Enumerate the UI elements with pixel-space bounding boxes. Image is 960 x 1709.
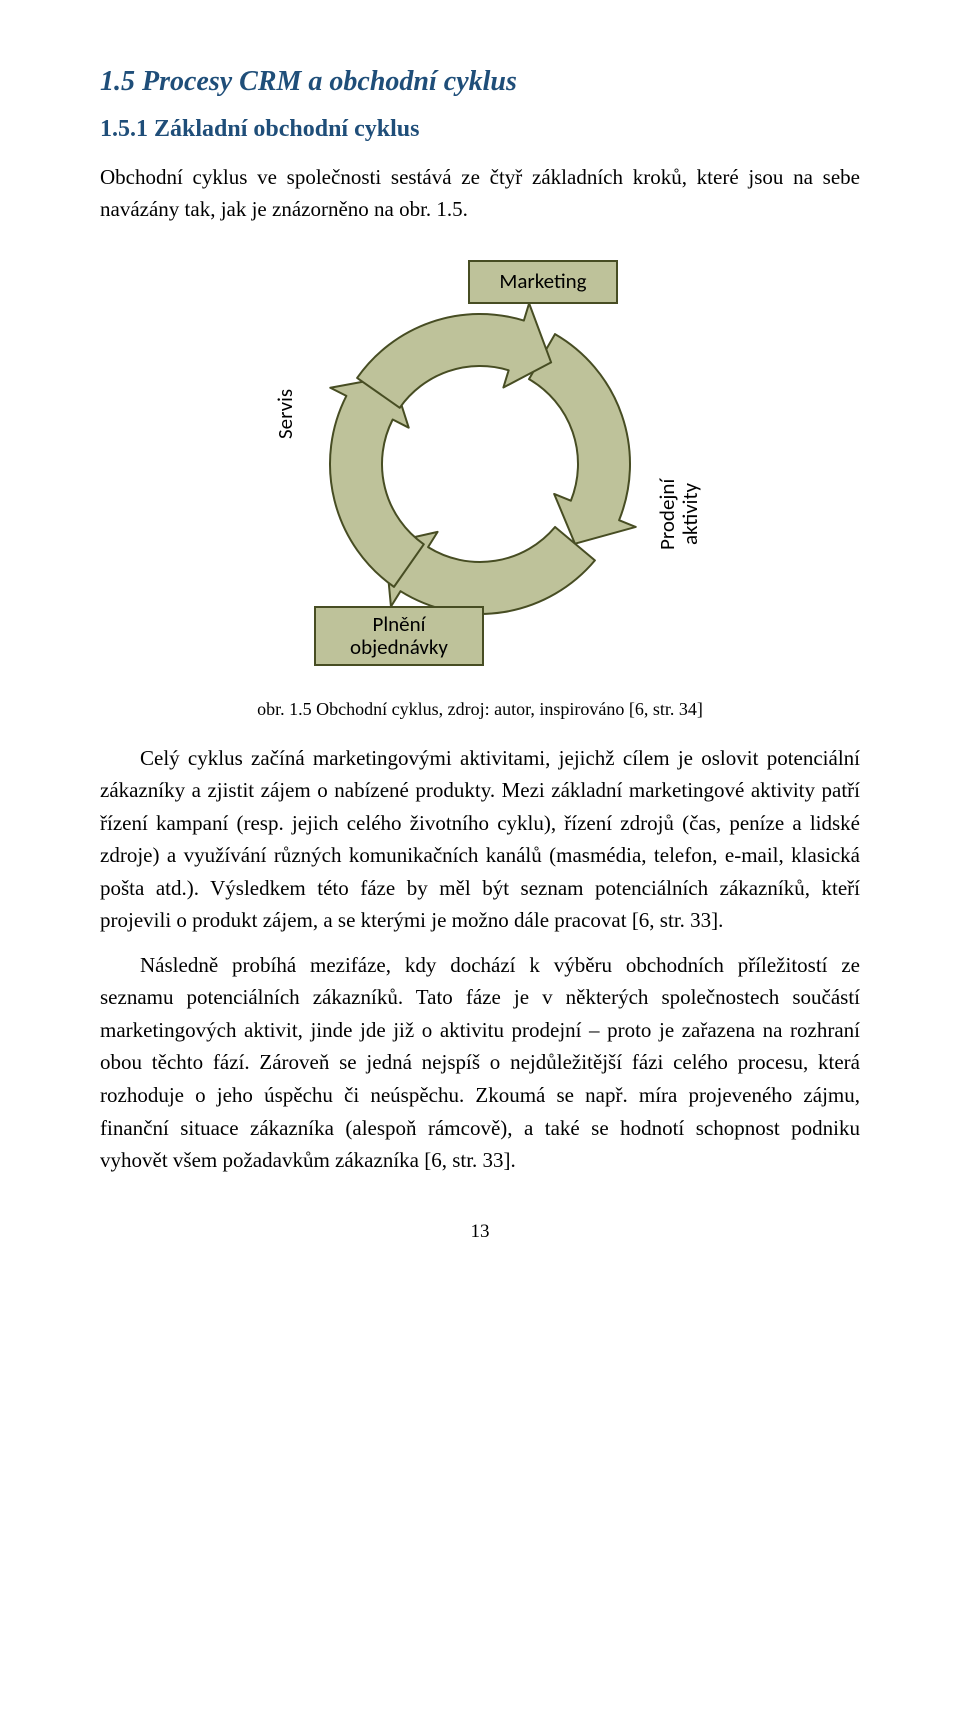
body-paragraph-2: Následně probíhá mezifáze, kdy dochází k… bbox=[100, 949, 860, 1177]
figure-caption: obr. 1.5 Obchodní cyklus, zdroj: autor, … bbox=[100, 696, 860, 724]
body-paragraph-1: Celý cyklus začíná marketingovými aktivi… bbox=[100, 742, 860, 937]
intro-paragraph: Obchodní cyklus ve společnosti sestává z… bbox=[100, 161, 860, 226]
node-servis: Servis bbox=[274, 354, 297, 474]
document-page: 1.5 Procesy CRM a obchodní cyklus 1.5.1 … bbox=[0, 0, 960, 1286]
heading-1: 1.5 Procesy CRM a obchodní cyklus bbox=[100, 60, 860, 103]
node-marketing: Marketing bbox=[468, 260, 618, 304]
heading-2: 1.5.1 Základní obchodní cyklus bbox=[100, 111, 860, 148]
page-number: 13 bbox=[100, 1217, 860, 1246]
node-plneni-objednavky: Plnění objednávky bbox=[314, 606, 484, 666]
node-prodejni-aktivity: Prodejní aktivity bbox=[656, 434, 702, 594]
cycle-diagram: Marketing Plnění objednávky Servis Prode… bbox=[210, 244, 750, 684]
